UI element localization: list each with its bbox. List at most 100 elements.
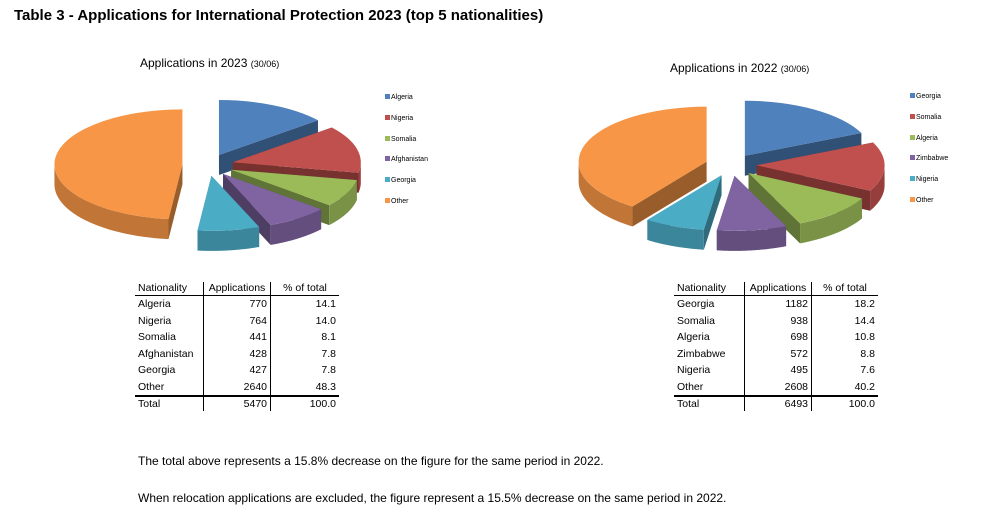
table-row: Zimbabwe 572 8.8 — [674, 345, 878, 362]
pie-slice-wall — [748, 173, 801, 244]
cell-percent: 40.2 — [854, 380, 875, 393]
legend-item-algeria: Algeria — [385, 93, 428, 114]
legend-item-other: Other — [385, 197, 428, 218]
legend-item-other: Other — [910, 196, 948, 217]
pie-slice-top — [748, 173, 862, 224]
header-percent: % of total — [811, 282, 878, 296]
cell-applications: 6493 — [744, 395, 812, 411]
pie-slice-top — [716, 175, 787, 231]
note-relocation: When relocation applications are exclude… — [138, 491, 727, 505]
cell-nationality: Algeria — [138, 298, 171, 310]
pie-slice-top — [54, 109, 183, 220]
chart-title-text: Applications in 2022 — [670, 61, 778, 75]
cell-applications: 572 — [744, 345, 812, 362]
legend-label: Afghanistan — [391, 156, 428, 164]
cell-nationality: Afghanistan — [138, 347, 194, 360]
pie-slice-wall — [632, 161, 707, 227]
legend-item-georgia: Georgia — [910, 92, 948, 113]
cell-nationality: Other — [677, 380, 704, 393]
legend-swatch — [910, 176, 915, 182]
cell-percent: 100.0 — [270, 395, 339, 411]
chart-subtitle: (30/06) — [250, 59, 280, 69]
legend-label: Zimbabwe — [916, 155, 949, 163]
table-row: Georgia 427 7.8 — [135, 362, 339, 379]
table-2023: Nationality Applications % of total Alge… — [135, 282, 339, 411]
cell-nationality: Somalia — [138, 331, 176, 343]
pie-slice-rim — [54, 164, 169, 240]
legend-item-somalia: Somalia — [910, 113, 948, 134]
cell-applications: 2608 — [744, 378, 812, 396]
cell-applications: 427 — [203, 362, 271, 379]
table-row: Other 2640 48.3 — [135, 378, 339, 396]
legend-swatch — [385, 197, 390, 203]
cell-percent: 8.1 — [321, 331, 336, 343]
legend-label: Algeria — [391, 94, 413, 101]
cell-applications: 698 — [744, 329, 812, 346]
cell-nationality: Total — [674, 395, 745, 411]
cell-percent: 8.8 — [860, 347, 875, 360]
table-row: Algeria 698 10.8 — [674, 329, 878, 346]
note-decrease: The total above represents a 15.8% decre… — [138, 454, 604, 468]
pie-slice-rim — [197, 226, 260, 251]
legend-swatch — [910, 93, 915, 98]
cell-nationality: Georgia — [138, 364, 176, 376]
pie-slice-nigeria — [647, 175, 722, 250]
legend-swatch — [385, 114, 390, 120]
cell-percent: 7.6 — [860, 364, 875, 376]
cell-applications: 495 — [744, 362, 812, 379]
pie-slice-top — [647, 175, 722, 230]
cell-applications: 770 — [203, 295, 271, 313]
cell-nationality: Zimbabwe — [677, 347, 726, 360]
pie-slice-rim — [329, 180, 357, 226]
pie-slice-wall — [168, 164, 183, 240]
pie-slice-georgia — [197, 175, 260, 251]
pie-slice-rim — [358, 161, 361, 193]
pie-slice-rim — [578, 160, 633, 227]
table-header-row: Nationality Applications % of total — [135, 282, 339, 296]
cell-applications: 428 — [203, 345, 271, 362]
legend-2023: Algeria Nigeria Somalia Afghanistan Georgia O… — [385, 93, 428, 218]
legend-label: Somalia — [391, 135, 417, 143]
legend-label: Algeria — [916, 134, 938, 142]
legend-label: Other — [391, 197, 409, 205]
table-row: Somalia 441 8.1 — [135, 329, 339, 346]
cell-percent: 18.2 — [854, 298, 875, 310]
pie-slice-top — [231, 169, 357, 206]
legend-swatch — [385, 135, 390, 141]
table-row: Algeria 770 14.1 — [135, 295, 339, 313]
cell-nationality: Algeria — [677, 331, 710, 343]
header-nationality: Nationality — [674, 282, 745, 296]
legend-label: Georgia — [391, 177, 416, 185]
cell-applications: 2640 — [203, 378, 271, 396]
chart-subtitle: (30/06) — [780, 64, 810, 74]
legend-swatch — [910, 155, 915, 161]
legend-2022: Georgia Somalia Algeria Zimbabwe Nigeria Othe… — [910, 92, 948, 217]
cell-percent: 14.1 — [315, 298, 336, 310]
cell-percent: 100.0 — [811, 395, 878, 411]
legend-swatch — [910, 134, 915, 140]
cell-percent: 10.8 — [854, 331, 875, 343]
cell-nationality: Georgia — [677, 298, 715, 310]
cell-percent: 14.4 — [854, 314, 875, 327]
pie-slice-top — [744, 100, 862, 156]
legend-label: Georgia — [916, 93, 941, 100]
cell-nationality: Somalia — [677, 314, 715, 327]
cell-applications: 5470 — [203, 395, 271, 411]
pie-slice-rim — [270, 209, 322, 245]
cell-percent: 48.3 — [315, 380, 336, 393]
legend-swatch — [910, 196, 915, 202]
legend-item-afghanistan: Afghanistan — [385, 155, 428, 176]
page-title: Table 3 - Applications for International… — [14, 7, 544, 24]
cell-percent: 14.0 — [315, 314, 336, 327]
table-2022: Nationality Applications % of total Geor… — [674, 282, 878, 411]
legend-item-nigeria: Nigeria — [910, 175, 948, 196]
header-percent: % of total — [270, 282, 339, 296]
legend-item-nigeria: Nigeria — [385, 114, 428, 135]
cell-nationality: Total — [135, 395, 204, 411]
table-row: Somalia 938 14.4 — [674, 312, 878, 329]
table-row: Nigeria 495 7.6 — [674, 362, 878, 379]
pie-slice-top — [756, 142, 885, 191]
header-applications: Applications — [203, 282, 271, 296]
pie-slice-zimbabwe — [716, 175, 787, 251]
